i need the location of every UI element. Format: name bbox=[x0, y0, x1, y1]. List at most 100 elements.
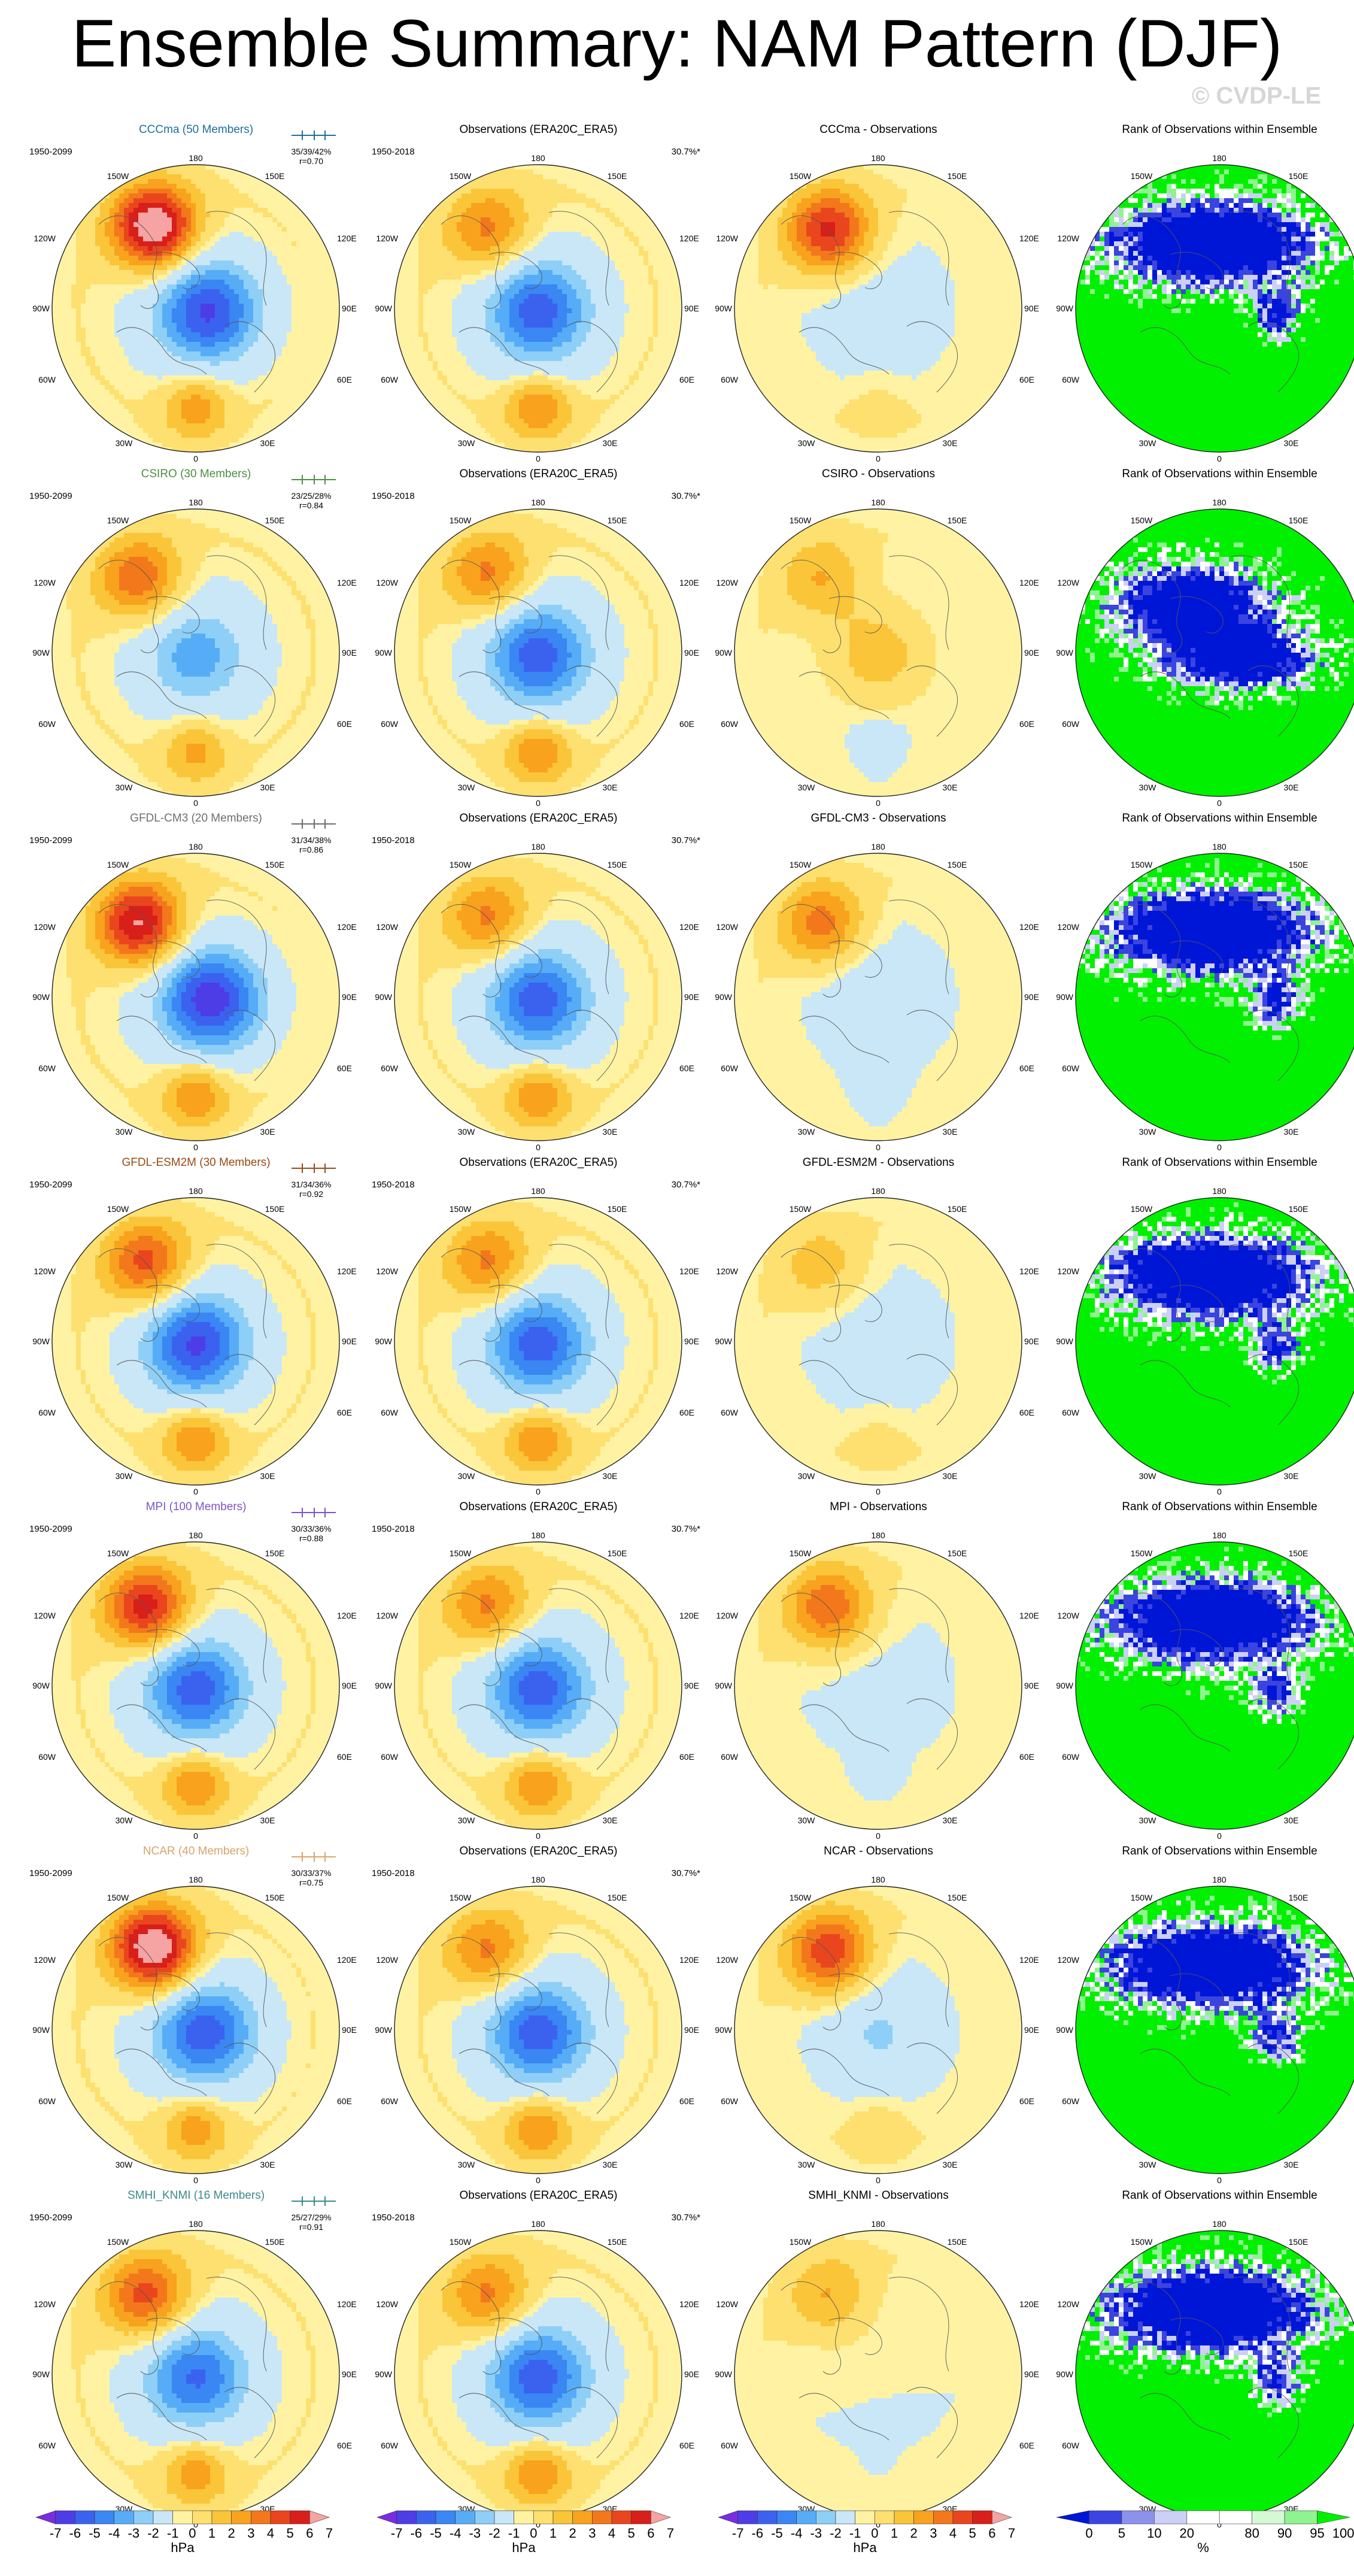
map-field bbox=[394, 853, 682, 1141]
latlon-label-left_lower: 60W bbox=[1062, 1063, 1080, 1073]
latlon-label-right_upper: 120E bbox=[1019, 922, 1039, 932]
colorbar-tick: -3 bbox=[128, 2526, 140, 2541]
latlon-label-left_lower: 60W bbox=[381, 2096, 399, 2106]
latlon-label-upper_right: 150E bbox=[948, 516, 967, 525]
colorbar-tick: 95 bbox=[1310, 2526, 1324, 2541]
colorbar-hpa-col2: -7 -6 -5 -4 -3 -2 -1 0 1 2 3 4 5 6 7 hPa bbox=[365, 2510, 682, 2570]
colorbar-tick: 6 bbox=[988, 2526, 995, 2541]
obs-title: Observations (ERA20C_ERA5) bbox=[369, 123, 708, 137]
latlon-label-left_mid: 90W bbox=[32, 2025, 50, 2035]
colorbar-tick: 1 bbox=[550, 2526, 557, 2541]
latlon-label-lower_right: 30E bbox=[1284, 438, 1299, 448]
map-field bbox=[52, 509, 340, 797]
latlon-label-upper_left: 150W bbox=[450, 860, 472, 869]
latlon-label-left_lower: 60W bbox=[721, 2096, 739, 2106]
latlon-label-left_upper: 120W bbox=[1057, 922, 1079, 932]
colorbar-tick: 100 bbox=[1332, 2526, 1354, 2541]
latlon-label-lower_right: 30E bbox=[260, 1471, 275, 1481]
latlon-label-top: 180 bbox=[189, 2219, 203, 2229]
colorbar-tick: 6 bbox=[647, 2526, 654, 2541]
latlon-label-left_lower: 60W bbox=[38, 2441, 56, 2450]
colorbar-tick: 90 bbox=[1277, 2526, 1292, 2541]
latlon-label-right_lower: 60E bbox=[679, 719, 694, 729]
latlon-label-left_upper: 120W bbox=[1057, 234, 1079, 243]
colorbar-tick: 5 bbox=[1118, 2526, 1125, 2541]
diff-title: MPI - Observations bbox=[709, 1500, 1048, 1514]
latlon-label-left_mid: 90W bbox=[1056, 992, 1074, 1002]
latlon-label-bottom: 0 bbox=[193, 1142, 198, 1152]
pattern-correlation: r=0.88 bbox=[284, 1534, 338, 1543]
latlon-label-right_lower: 60E bbox=[1019, 2441, 1034, 2450]
colorbar-tick: 10 bbox=[1147, 2526, 1161, 2541]
latlon-label-right_mid: 90E bbox=[1024, 2369, 1039, 2379]
ensemble-stats: 31/34/36% r=0.92 bbox=[284, 1180, 338, 1199]
latlon-label-lower_left: 30W bbox=[798, 1127, 816, 1137]
latlon-label-upper_left: 150W bbox=[790, 1548, 812, 1558]
colorbar-tick: -2 bbox=[830, 2526, 842, 2541]
model-period: 1950-2099 bbox=[29, 491, 72, 501]
colorbar-tick: 2 bbox=[569, 2526, 576, 2541]
latlon-label-upper_right: 150E bbox=[1289, 1548, 1309, 1558]
latlon-label-lower_right: 30E bbox=[943, 1127, 958, 1137]
latlon-label-lower_left: 30W bbox=[116, 1816, 133, 1825]
latlon-label-right_lower: 60E bbox=[679, 1408, 694, 1417]
colorbar-unit: % bbox=[1045, 2540, 1354, 2556]
ensemble-stats: 30/33/37% r=0.75 bbox=[284, 1868, 338, 1887]
latlon-label-left_lower: 60W bbox=[721, 1408, 739, 1417]
map-field bbox=[52, 2230, 340, 2519]
latlon-label-left_upper: 120W bbox=[376, 1266, 398, 1276]
colorbar-tick: 0 bbox=[189, 2526, 196, 2541]
panel-model-2: 180 0 150W 150E 120W 120E 90W 90E 60W 60E 30W 30E GF… bbox=[27, 811, 365, 1156]
latlon-label-left_upper: 120W bbox=[716, 1955, 738, 1965]
colorbar-tick: -4 bbox=[108, 2526, 120, 2541]
latlon-label-lower_right: 30E bbox=[1284, 1471, 1299, 1481]
colorbar-tick: -1 bbox=[167, 2526, 179, 2541]
colorbar-tick: -7 bbox=[391, 2526, 403, 2541]
latlon-label-upper_left: 150W bbox=[450, 2237, 472, 2247]
latlon-label-left_upper: 120W bbox=[376, 922, 398, 932]
latlon-label-left_mid: 90W bbox=[715, 648, 733, 657]
latlon-label-right_mid: 90E bbox=[684, 1681, 699, 1690]
latlon-label-right_lower: 60E bbox=[337, 719, 352, 729]
latlon-label-right_mid: 90E bbox=[342, 1337, 357, 1346]
latlon-label-left_mid: 90W bbox=[715, 2369, 733, 2379]
latlon-label-top: 180 bbox=[871, 498, 885, 507]
panel-diff-1: 180 0 150W 150E 120W 120E 90W 90E 60W 60E 30W 30E CS… bbox=[709, 467, 1048, 811]
latlon-label-right_mid: 90E bbox=[684, 304, 699, 313]
ensemble-whisker bbox=[290, 473, 338, 486]
latlon-label-right_upper: 120E bbox=[679, 578, 699, 587]
latlon-label-upper_left: 150W bbox=[1131, 1548, 1153, 1558]
colorbar-tick: 7 bbox=[667, 2526, 674, 2541]
latlon-label-left_upper: 120W bbox=[716, 1611, 738, 1620]
latlon-label-upper_right: 150E bbox=[265, 1204, 285, 1214]
diff-title: SMHI_KNMI - Observations bbox=[709, 2189, 1048, 2203]
latlon-label-left_mid: 90W bbox=[375, 2369, 393, 2379]
latlon-label-lower_left: 30W bbox=[458, 1127, 476, 1137]
latlon-label-upper_left: 150W bbox=[790, 2237, 812, 2247]
map-field bbox=[734, 2230, 1022, 2519]
obs-variance-pct: 30.7%* bbox=[672, 1524, 700, 1534]
colorbar-tick: -1 bbox=[508, 2526, 520, 2541]
latlon-label-top: 180 bbox=[871, 2219, 885, 2229]
rank-title: Rank of Observations within Ensemble bbox=[1051, 1500, 1354, 1514]
latlon-label-bottom: 0 bbox=[1217, 1487, 1222, 1496]
map-field bbox=[52, 853, 340, 1141]
latlon-label-top: 180 bbox=[1212, 1186, 1227, 1196]
map-field bbox=[52, 165, 340, 453]
latlon-label-right_mid: 90E bbox=[684, 1337, 699, 1346]
obs-period: 1950-2018 bbox=[372, 147, 415, 157]
colorbar-tick: 0 bbox=[530, 2526, 537, 2541]
latlon-label-top: 180 bbox=[189, 1531, 203, 1540]
latlon-label-upper_right: 150E bbox=[265, 171, 285, 181]
map-field bbox=[734, 509, 1022, 797]
latlon-label-right_mid: 90E bbox=[342, 992, 357, 1002]
watermark: © CVDP-LE bbox=[1192, 83, 1321, 110]
diff-title: GFDL-ESM2M - Observations bbox=[709, 1156, 1048, 1170]
latlon-label-right_lower: 60E bbox=[679, 375, 694, 384]
latlon-label-bottom: 0 bbox=[193, 454, 198, 463]
latlon-label-lower_right: 30E bbox=[260, 1127, 275, 1137]
